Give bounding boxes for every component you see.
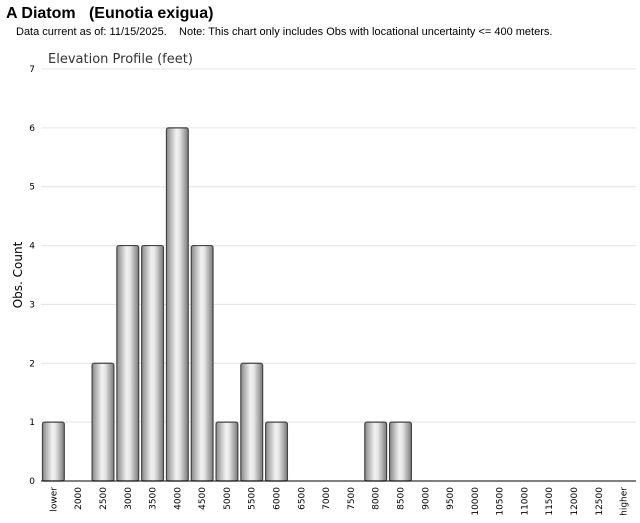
bar-4500: [190, 244, 214, 482]
bar-2500: [91, 362, 115, 482]
bar-8000: [364, 421, 388, 482]
y-tick-label: 0: [29, 477, 35, 487]
x-tick-label: 6000: [273, 487, 283, 510]
x-tick-label: 2000: [74, 487, 84, 510]
x-tick-label: 11000: [520, 487, 530, 516]
y-tick-label: 2: [29, 359, 35, 369]
y-tick-label: 1: [29, 418, 35, 428]
chart-title: A Diatom (Eunotia exigua): [6, 5, 214, 22]
y-tick-label: 7: [29, 65, 35, 75]
x-tick-label: 5000: [223, 487, 233, 510]
bar-4000: [165, 127, 189, 482]
x-tick-label: 3500: [149, 487, 159, 510]
bar-3000: [116, 244, 140, 482]
x-tick-label: 8000: [372, 487, 382, 510]
x-tick-label: 4500: [198, 487, 208, 510]
x-tick-label: 10000: [471, 487, 481, 516]
x-tick-label: 5500: [248, 487, 258, 510]
y-tick-label: 4: [29, 242, 35, 252]
y-axis-label: Obs. Count: [11, 241, 25, 308]
bar-5500: [240, 362, 264, 482]
y-tick-label: 3: [29, 300, 35, 310]
x-tick-label: 2500: [99, 487, 109, 510]
bar-5000: [215, 421, 239, 482]
bar-3500: [141, 244, 165, 482]
x-tick-label: 3000: [124, 487, 134, 510]
x-tick-label: higher: [620, 487, 630, 516]
bar-8500: [388, 421, 412, 482]
x-tick-label: 11500: [545, 487, 555, 516]
bar-lower: [41, 421, 65, 482]
bar-6000: [265, 421, 289, 482]
x-tick-label: 12500: [595, 487, 605, 516]
x-tick-label: 12000: [570, 487, 580, 516]
data-note: Data current as of: 11/15/2025. Note: Th…: [16, 26, 553, 38]
x-tick-label: 6500: [297, 487, 307, 510]
y-tick-label: 6: [29, 124, 35, 134]
x-tick-label: 8500: [396, 487, 406, 510]
plot-title: Elevation Profile (feet): [48, 52, 193, 67]
x-tick-label: lower: [49, 487, 59, 512]
y-tick-label: 5: [29, 183, 35, 193]
x-tick-label: 10500: [496, 487, 506, 516]
x-tick-label: 9500: [446, 487, 456, 510]
x-tick-label: 7500: [347, 487, 357, 510]
x-tick-label: 4000: [173, 487, 183, 510]
x-tick-label: 7000: [322, 487, 332, 510]
x-tick-label: 9000: [421, 487, 431, 510]
